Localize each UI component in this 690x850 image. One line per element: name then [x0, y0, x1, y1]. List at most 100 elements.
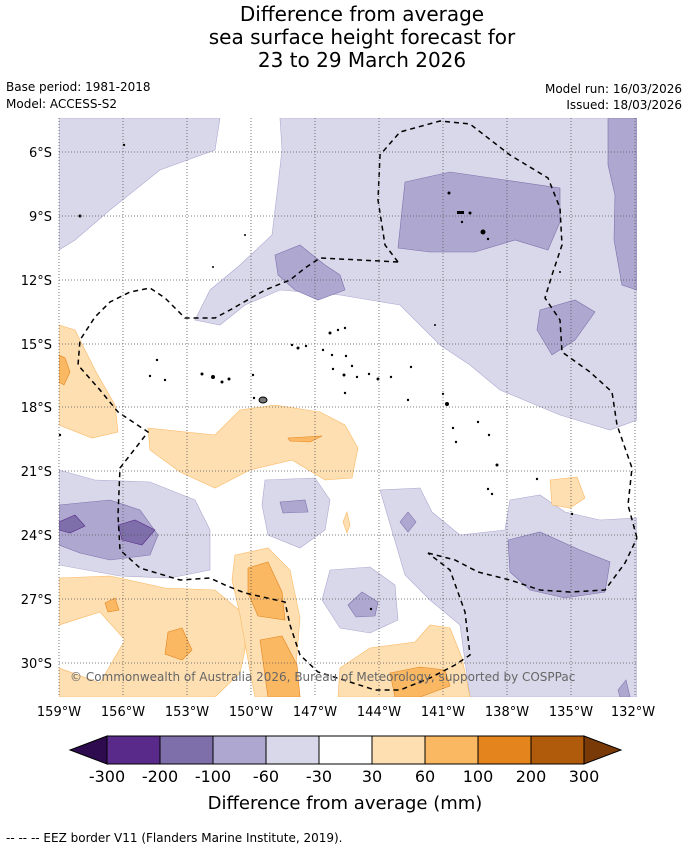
island: [200, 372, 204, 376]
colorbar-tick: -200: [142, 767, 178, 786]
eez-border: [427, 537, 638, 593]
lon-label: 141°W: [421, 705, 465, 720]
island: [252, 396, 256, 400]
island: [344, 354, 348, 358]
sea-level-anomaly-field: [59, 118, 637, 697]
island: [328, 331, 332, 335]
anomaly-region: [59, 514, 86, 534]
anomaly-region: [59, 354, 71, 386]
island: [155, 358, 159, 362]
colorbar-swatch: [160, 736, 213, 764]
lon-label: 144°W: [357, 705, 401, 720]
island: [487, 433, 491, 437]
colorbar-tick: 200: [516, 767, 547, 786]
island: [304, 344, 308, 348]
lat-label: 21°S: [21, 465, 52, 480]
anomaly-region: [342, 510, 351, 534]
anomaly-region: [347, 591, 379, 618]
colorbar-tick: -30: [306, 767, 332, 786]
island: [406, 398, 410, 402]
colorbar-swatch: [372, 736, 425, 764]
colorbar-tick: 300: [569, 767, 600, 786]
lat-label: 18°S: [21, 401, 52, 416]
island: [321, 348, 325, 352]
island: [355, 375, 359, 379]
island: [227, 377, 231, 381]
colorbar-extend-low: [68, 735, 108, 765]
island: [336, 328, 340, 332]
issued-date: Issued: 18/03/2026: [566, 98, 682, 112]
island: [476, 420, 480, 424]
title-line: 23 to 29 March 2026: [257, 48, 467, 72]
island: [343, 391, 347, 395]
island: [148, 374, 152, 378]
longitude-labels: 159°W 156°W 153°W 150°W 147°W 144°W 141°…: [37, 705, 655, 720]
anomaly-region: [104, 597, 120, 613]
anomaly-region: [287, 435, 323, 443]
colorbar-tick: -60: [253, 767, 279, 786]
island: [486, 237, 490, 241]
anomaly-region: [117, 519, 156, 546]
island: [251, 373, 255, 377]
lat-label: 30°S: [21, 657, 52, 672]
anomaly-region: [274, 244, 346, 301]
eez-footnote: -- -- -- EEZ border V11 (Flanders Marine…: [6, 831, 343, 845]
colorbar-swatch: [425, 736, 478, 764]
island: [350, 364, 354, 368]
island: [211, 375, 215, 379]
copyright-notice: © Commonwealth of Australia 2026, Bureau…: [70, 670, 575, 684]
island: [220, 380, 224, 384]
lat-label: 27°S: [21, 593, 52, 608]
colorbar-swatch: [319, 736, 372, 764]
island: [409, 365, 413, 369]
islands: [58, 143, 574, 611]
eez-border: [377, 120, 638, 539]
island: [451, 426, 455, 430]
lat-label: 15°S: [21, 338, 52, 353]
lon-label: 150°W: [229, 705, 273, 720]
island: [495, 463, 499, 467]
island: [163, 378, 167, 382]
lon-label: 159°W: [37, 705, 81, 720]
island: [490, 492, 494, 496]
island: [457, 211, 464, 214]
gridlines: [58, 118, 637, 697]
anomaly-region: [261, 477, 331, 549]
colorbar-tick: -300: [89, 767, 125, 786]
island: [559, 271, 561, 273]
lat-label: 6°S: [29, 146, 52, 161]
anomaly-region: [617, 679, 631, 697]
island: [342, 373, 346, 377]
island: [343, 326, 347, 330]
lat-label: 9°S: [29, 210, 52, 225]
island: [570, 512, 574, 516]
island: [434, 324, 436, 326]
colorbar-tick: 30: [362, 767, 382, 786]
island: [468, 211, 472, 215]
anomaly-region: [607, 118, 637, 291]
island: [480, 229, 486, 235]
latitude-labels: 6°S 9°S 12°S 15°S 18°S 21°S 24°S 27°S 30…: [21, 146, 52, 672]
island: [212, 266, 214, 268]
island: [290, 343, 294, 347]
island: [258, 396, 268, 404]
colorbar: -300 -200 -100 -60 -30 30 60 100 200 300…: [68, 735, 623, 814]
colorbar-swatch: [107, 736, 160, 764]
anomaly-region: [379, 487, 637, 697]
island: [331, 367, 335, 371]
anomaly-region: [59, 324, 119, 439]
island: [58, 433, 62, 437]
anomaly-region: [59, 575, 246, 697]
island: [460, 220, 464, 224]
anomaly-region: [397, 171, 561, 253]
anomaly-region: [147, 404, 359, 489]
colorbar-swatch: [266, 736, 319, 764]
model-name: Model: ACCESS-S2: [6, 97, 118, 111]
map-title: Difference from average sea surface heig…: [0, 3, 690, 72]
island: [389, 375, 393, 379]
island: [330, 353, 334, 357]
colorbar-label: Difference from average (mm): [208, 793, 483, 814]
anomaly-region: [399, 511, 417, 533]
anomaly-region: [279, 499, 309, 514]
